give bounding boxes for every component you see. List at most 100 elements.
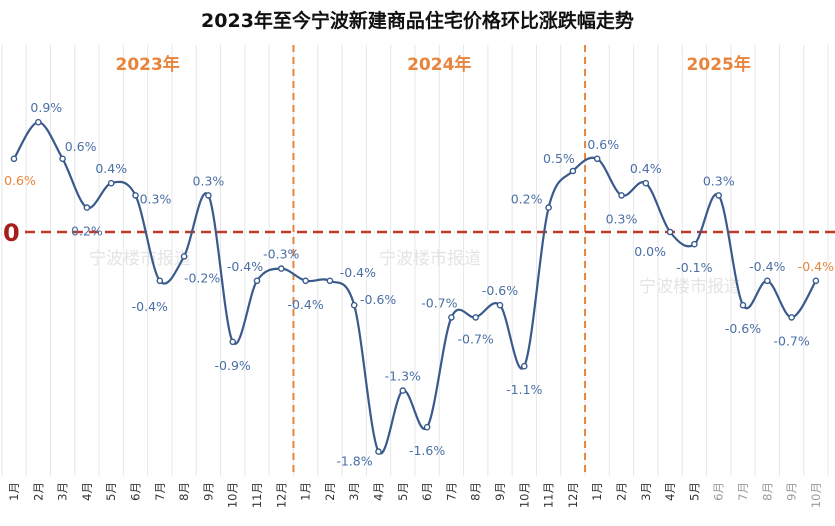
data-label: -0.6% (360, 292, 396, 307)
data-point (350, 301, 358, 309)
data-point (618, 192, 625, 199)
data-label: -0.9% (215, 358, 251, 373)
data-label: 0.6% (65, 139, 97, 154)
data-point (132, 192, 139, 199)
x-tick-label: 7月 (153, 482, 167, 501)
x-tick-label: 8月 (760, 482, 774, 501)
data-point (423, 423, 431, 431)
data-point (812, 277, 820, 285)
x-tick-label: 7月 (736, 482, 750, 501)
data-point (593, 155, 601, 163)
data-label: -0.4% (227, 259, 263, 274)
data-label: 0.9% (30, 100, 62, 115)
x-tick-label: 2月 (323, 482, 337, 501)
x-tick-label: 4月 (372, 482, 386, 501)
data-label: -0.7% (458, 331, 494, 346)
data-point (83, 204, 91, 211)
data-point (59, 155, 66, 163)
data-label: -0.4% (798, 259, 834, 274)
chart-title: 2023年至今宁波新建商品住宅价格环比涨跌幅走势 (201, 10, 634, 32)
x-tick-label: 2月 (615, 482, 629, 501)
x-tick-label: 9月 (493, 482, 507, 501)
x-tick-label: 5月 (687, 482, 701, 501)
x-tick-label: 3月 (56, 482, 70, 501)
x-tick-label: 4月 (80, 482, 94, 501)
data-point (326, 277, 334, 285)
data-label: -1.6% (409, 443, 445, 458)
data-point (277, 265, 285, 272)
data-label: 0.3% (193, 173, 225, 188)
data-label: 0.2% (71, 224, 103, 239)
data-label: 0.3% (703, 173, 735, 188)
data-point (448, 314, 455, 321)
x-tick-label: 9月 (785, 482, 799, 501)
data-point (302, 277, 309, 285)
x-tick-label: 12月 (566, 482, 580, 508)
data-point (521, 362, 528, 370)
data-point (764, 277, 771, 285)
x-tick-label: 6月 (712, 482, 726, 501)
x-tick-label: 8月 (177, 482, 191, 501)
data-point (715, 192, 723, 199)
x-tick-label: 1月 (7, 482, 21, 501)
data-label: -0.2% (184, 270, 220, 285)
data-point (205, 192, 212, 199)
x-tick-label: 10月 (809, 482, 823, 508)
data-label: -0.4% (132, 299, 168, 314)
x-tick-label: 6月 (129, 482, 143, 501)
data-label: -0.4% (287, 297, 323, 312)
watermark: 宁波楼市报道 (379, 249, 481, 269)
data-point (35, 118, 42, 126)
x-tick-label: 5月 (396, 482, 410, 501)
data-label: -0.4% (340, 265, 376, 280)
data-label: 0.4% (95, 161, 127, 176)
data-point (569, 167, 577, 175)
data-point (156, 277, 164, 285)
zero-label: 0 (3, 219, 20, 247)
data-label: -0.6% (725, 321, 761, 336)
data-point (739, 301, 747, 309)
data-point (229, 338, 236, 346)
x-tick-label: 10月 (226, 482, 240, 508)
x-tick-label: 8月 (469, 482, 483, 501)
data-label: 0.6% (4, 173, 36, 188)
data-point (666, 228, 674, 236)
x-tick-label: 1月 (590, 482, 604, 501)
data-label: 0.5% (543, 151, 575, 166)
data-point (180, 253, 188, 260)
year-label: 2025年 (687, 54, 751, 75)
x-tick-label: 7月 (444, 482, 458, 501)
data-point (375, 448, 382, 455)
data-point (788, 314, 795, 321)
x-tick-label: 2月 (31, 482, 45, 501)
data-point (472, 314, 480, 321)
x-tick-label: 4月 (663, 482, 677, 501)
x-tick-label: 10月 (517, 482, 531, 508)
data-label: 0.3% (140, 191, 172, 206)
x-tick-label: 6月 (420, 482, 434, 501)
data-point (10, 155, 18, 163)
year-label: 2024年 (407, 54, 471, 75)
data-label: -0.6% (482, 283, 518, 298)
data-label: 0.2% (511, 192, 543, 207)
data-point (399, 387, 407, 394)
data-label: -1.1% (506, 382, 542, 397)
data-point (691, 240, 698, 248)
data-label: 0.3% (606, 211, 638, 226)
data-point (107, 179, 115, 187)
x-tick-label: 5月 (104, 482, 118, 501)
data-label: -0.3% (263, 247, 299, 262)
data-point (496, 301, 504, 309)
data-point (253, 277, 261, 285)
x-tick-label: 11月 (250, 482, 264, 508)
data-label: -1.3% (385, 369, 421, 384)
x-tick-label: 3月 (347, 482, 361, 501)
watermark: 宁波楼市报道 (639, 277, 741, 297)
x-tick-label: 11月 (542, 482, 556, 508)
x-tick-label: 9月 (201, 482, 215, 501)
data-label: -0.1% (676, 260, 712, 275)
data-label: -0.7% (773, 333, 809, 348)
data-label: 0.0% (634, 244, 666, 259)
